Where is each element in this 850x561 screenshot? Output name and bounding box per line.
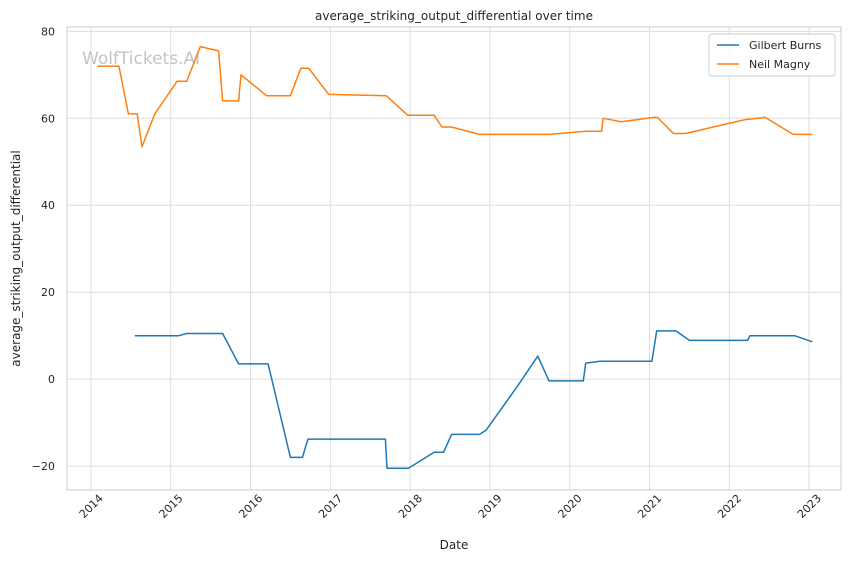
series-layer [97,45,813,470]
x-tick-label: 2019 [476,492,505,521]
x-tick-label: 2014 [77,492,106,521]
y-tick-label: 60 [41,112,55,125]
y-tick-label: −20 [32,460,55,473]
x-tick-label: 2015 [157,492,186,521]
x-tick-label: 2020 [556,492,585,521]
y-tick-label: 80 [41,25,55,38]
chart-title: average_striking_output_differential ove… [315,9,593,23]
watermark: WolfTickets.AI [82,49,200,69]
legend-label-gilbert-burns: Gilbert Burns [749,39,822,52]
y-tick-label: 20 [41,286,55,299]
legend: Gilbert Burns Neil Magny [708,33,836,77]
x-tick-label: 2017 [316,492,345,521]
plot-frame [66,26,842,491]
x-axis-ticks: 2014 2015 2016 2017 2018 2019 2020 2021 2022 2023 [77,492,824,521]
series-line-gilbert-burns [134,330,813,470]
legend-label-neil-magny: Neil Magny [749,58,811,71]
x-tick-label: 2021 [635,492,664,521]
x-tick-label: 2018 [396,492,425,521]
y-tick-label: 40 [41,199,55,212]
x-tick-label: 2023 [795,492,824,521]
x-axis-label: Date [440,538,469,552]
y-axis-label: average_striking_output_differential [9,150,23,366]
y-axis-ticks: −20 0 20 40 60 80 [32,25,55,473]
x-tick-label: 2016 [236,492,265,521]
series-line-neil-magny [97,45,813,148]
grid [67,27,841,490]
y-tick-label: 0 [48,373,55,386]
x-tick-label: 2022 [715,492,744,521]
legend-box [708,33,836,77]
